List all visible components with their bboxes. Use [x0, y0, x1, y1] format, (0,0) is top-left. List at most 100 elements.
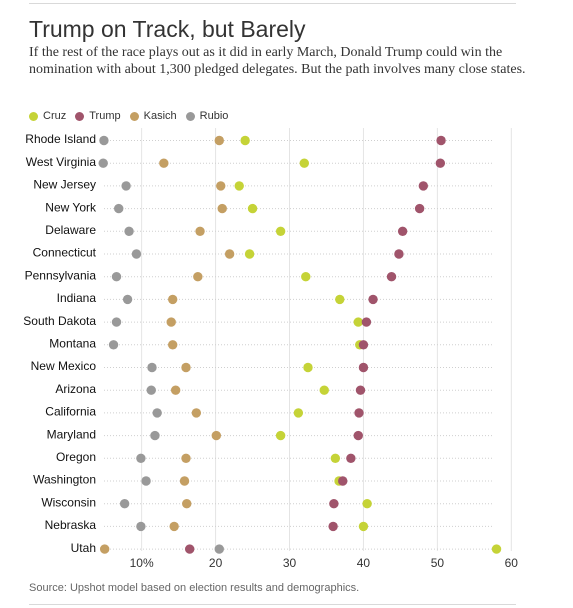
dot-trump: [358, 340, 369, 350]
chart-subtitle: If the rest of the race plays out as it …: [29, 45, 526, 77]
dot-kasich: [193, 272, 203, 282]
state-label: Oregon: [56, 450, 96, 464]
dot-cruz: [275, 226, 286, 236]
dot-cruz: [293, 408, 304, 418]
legend-label-cruz: Cruz: [43, 110, 67, 122]
state-label: Maryland: [47, 427, 96, 441]
dot-rubio: [124, 226, 134, 236]
state-label: Utah: [71, 541, 96, 555]
dot-trump: [358, 362, 369, 373]
dot-cruz: [247, 203, 258, 214]
dot-trump: [353, 430, 363, 441]
dot-cruz: [358, 521, 369, 532]
dot-trump: [328, 521, 338, 532]
dot-cruz: [362, 499, 372, 509]
dot-trump: [329, 499, 339, 509]
legend-label-rubio: Rubio: [199, 110, 229, 122]
state-label: Nebraska: [45, 518, 97, 532]
dot-kasich: [167, 340, 178, 350]
chart-title: Trump on Track, but Barely: [29, 16, 306, 42]
dot-kasich: [195, 226, 205, 236]
dot-trump: [346, 453, 356, 463]
dot-rubio: [111, 317, 122, 327]
state-label: Wisconsin: [41, 495, 96, 509]
dot-cruz: [275, 430, 286, 441]
dot-rubio: [131, 249, 142, 259]
dot-kasich: [224, 249, 235, 259]
dot-trump: [418, 181, 429, 191]
dot-cruz: [240, 135, 250, 146]
dot-kasich: [181, 362, 191, 373]
state-label: California: [45, 405, 96, 419]
state-label: New York: [45, 200, 97, 214]
dot-trump: [354, 408, 364, 418]
dot-rubio: [150, 430, 160, 441]
dot-rubio: [214, 544, 224, 554]
state-label: New Jersey: [33, 178, 96, 192]
dot-rubio: [119, 499, 130, 509]
x-tick-label: 60: [505, 556, 519, 570]
x-tick-label: 20: [209, 556, 223, 570]
dot-trump: [435, 158, 446, 168]
dot-rubio: [111, 272, 122, 282]
state-label: West Virginia: [26, 155, 97, 169]
state-label: Rhode Island: [25, 132, 96, 146]
dot-kasich: [170, 385, 181, 395]
dot-rubio: [141, 476, 151, 486]
state-label: Indiana: [57, 291, 97, 305]
dot-kasich: [179, 476, 190, 486]
state-label: New Mexico: [31, 359, 97, 373]
legend-swatch-rubio: [185, 111, 195, 121]
dot-kasich: [191, 408, 202, 418]
dot-rubio: [146, 385, 156, 395]
dot-rubio: [136, 453, 146, 463]
dot-rubio: [98, 158, 108, 168]
dot-kasich: [182, 499, 192, 509]
dot-kasich: [217, 203, 227, 214]
legend-label-trump: Trump: [89, 110, 121, 122]
dot-trump: [394, 249, 404, 259]
dot-rubio: [114, 203, 124, 214]
source-note: Source: Upshot model based on election r…: [29, 582, 360, 594]
dot-cruz: [353, 317, 363, 327]
dot-trump: [361, 317, 372, 327]
dot-cruz: [330, 453, 341, 463]
dot-rubio: [108, 340, 119, 350]
dot-cruz: [301, 272, 311, 282]
dot-rubio: [121, 181, 131, 191]
legend-item-rubio: Rubio: [185, 110, 229, 122]
dot-kasich: [169, 521, 179, 532]
dot-kasich: [211, 430, 222, 441]
dot-kasich: [159, 158, 169, 168]
legend-item-kasich: Kasich: [129, 110, 177, 122]
x-tick-label: 10%: [130, 556, 154, 570]
dot-kasich: [214, 135, 224, 146]
dot-trump: [355, 385, 366, 395]
dot-kasich: [181, 453, 191, 463]
dot-trump: [368, 294, 378, 305]
dot-rubio: [152, 408, 162, 418]
dot-kasich: [99, 544, 110, 554]
legend-swatch-trump: [75, 111, 85, 121]
legend-swatch-kasich: [129, 111, 139, 121]
state-label: Delaware: [45, 223, 96, 237]
dot-rubio: [99, 135, 109, 146]
legend: Cruz Trump Kasich Rubio: [29, 109, 237, 123]
dot-trump: [338, 476, 348, 486]
top-rule: [29, 3, 516, 4]
dot-kasich: [216, 181, 226, 191]
dot-cruz: [335, 294, 345, 305]
dot-kasich: [166, 317, 176, 327]
dot-cruz: [299, 158, 309, 168]
dot-trump: [397, 226, 408, 236]
state-label: Montana: [49, 336, 96, 350]
dot-cruz: [491, 544, 502, 554]
legend-item-trump: Trump: [75, 110, 121, 122]
dot-cruz: [244, 249, 255, 259]
dot-cruz: [234, 181, 244, 191]
dot-cruz: [319, 385, 329, 395]
bottom-rule: [29, 604, 516, 605]
state-label: South Dakota: [23, 314, 96, 328]
dot-trump: [386, 272, 397, 282]
